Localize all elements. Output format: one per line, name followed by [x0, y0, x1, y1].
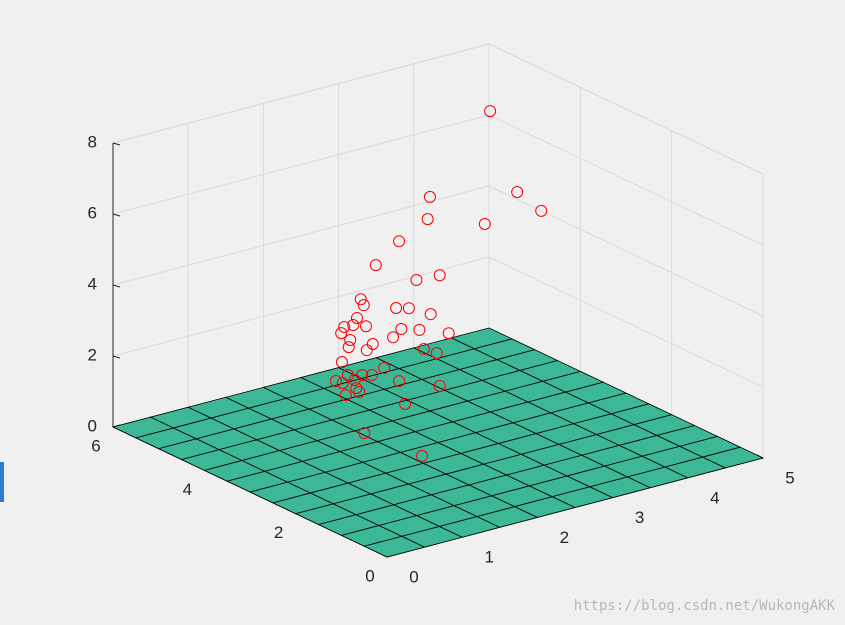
tick-mark	[112, 355, 121, 359]
marker	[478, 217, 491, 230]
marker	[344, 333, 357, 346]
marker	[417, 342, 430, 355]
marker	[399, 397, 412, 410]
grid-line	[112, 256, 490, 357]
x-tick-label: 0	[409, 567, 418, 586]
y-tick-label: 0	[365, 566, 374, 585]
marker	[535, 204, 548, 217]
marker	[393, 235, 406, 248]
marker	[357, 299, 370, 312]
marker	[369, 259, 382, 272]
marker	[433, 379, 446, 392]
marker	[348, 373, 361, 386]
marker	[413, 323, 426, 336]
tick-mark	[112, 142, 121, 146]
marker	[430, 347, 443, 360]
x-tick-label: 3	[635, 508, 644, 527]
y-tick-label: 2	[274, 523, 283, 542]
marker	[366, 369, 379, 382]
marker	[390, 302, 403, 315]
watermark: https://blog.csdn.net/WukongAKK	[574, 598, 836, 614]
marker	[410, 273, 423, 286]
side-fragment	[0, 462, 4, 502]
z-tick-label: 2	[88, 345, 97, 364]
marker	[393, 375, 406, 388]
marker	[339, 389, 352, 402]
grid-line	[488, 256, 764, 388]
grid-line	[112, 114, 490, 215]
marker	[402, 302, 415, 315]
y-tick-label: 4	[183, 480, 192, 499]
marker	[366, 337, 379, 350]
marker	[342, 341, 355, 354]
marker	[335, 356, 348, 369]
y-tick-label: 6	[91, 436, 100, 455]
marker	[335, 327, 348, 340]
marker	[433, 269, 446, 282]
marker	[358, 427, 371, 440]
tick-mark	[112, 284, 121, 288]
z-tick-label: 6	[88, 203, 97, 222]
marker	[511, 186, 524, 199]
marker	[360, 344, 373, 357]
marker	[423, 190, 436, 203]
marker	[350, 311, 363, 324]
marker	[353, 385, 366, 398]
marker	[387, 331, 400, 344]
x-tick-label: 4	[710, 488, 719, 507]
marker	[354, 293, 367, 306]
marker	[442, 327, 455, 340]
surface-cell	[450, 327, 513, 350]
grid-line	[488, 185, 764, 317]
grid-line	[112, 43, 490, 144]
grid-line	[112, 185, 490, 286]
marker	[416, 449, 429, 462]
marker	[350, 382, 363, 395]
marker	[378, 361, 391, 374]
marker	[421, 213, 434, 226]
marker	[484, 105, 497, 118]
z-tick-label: 8	[88, 132, 97, 151]
marker	[395, 322, 408, 335]
marker	[338, 321, 351, 334]
grid-line	[488, 43, 764, 175]
marker	[329, 375, 342, 388]
z-tick-label: 0	[88, 416, 97, 435]
grid-line	[488, 114, 764, 246]
marker	[336, 377, 349, 390]
x-tick-label: 2	[560, 528, 569, 547]
marker	[424, 308, 437, 321]
marker	[360, 320, 373, 333]
tick-mark	[112, 213, 121, 217]
z-tick-label: 4	[88, 274, 97, 293]
marker	[347, 318, 360, 331]
x-tick-label: 5	[785, 468, 794, 487]
x-tick-label: 1	[484, 548, 493, 567]
